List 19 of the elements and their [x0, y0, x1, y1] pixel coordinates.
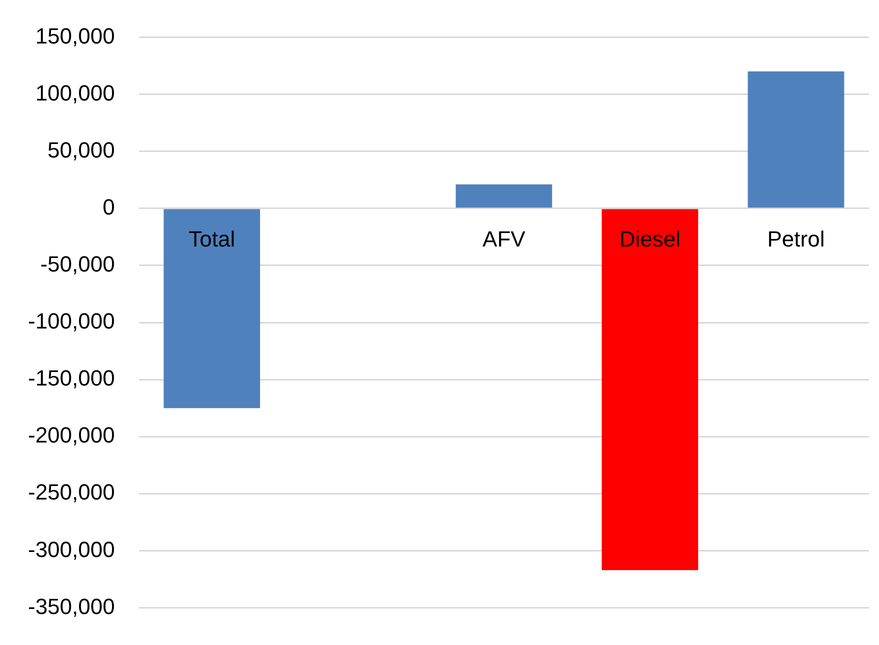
y-tick-label: -350,000: [28, 594, 115, 619]
x-tick-label: Total: [188, 226, 236, 252]
bar: [748, 71, 844, 208]
y-tick-label: 100,000: [35, 80, 115, 106]
y-tick-label: -200,000: [28, 422, 115, 448]
bar: [456, 184, 552, 208]
bar: [164, 209, 260, 408]
x-tick-label: AFV: [482, 226, 526, 252]
y-tick-label: -100,000: [28, 308, 115, 334]
x-tick-label: Petrol: [767, 226, 825, 252]
y-tick-label: -250,000: [28, 480, 115, 505]
y-tick-label: -50,000: [40, 252, 115, 277]
x-tick-label: Diesel: [619, 226, 681, 252]
bar: [602, 209, 698, 570]
y-tick-label: 0: [102, 194, 115, 220]
y-tick-label: 50,000: [48, 137, 115, 162]
y-tick-label: -150,000: [28, 366, 115, 391]
y-tick-label: -300,000: [28, 536, 115, 562]
y-tick-label: 150,000: [35, 23, 115, 48]
